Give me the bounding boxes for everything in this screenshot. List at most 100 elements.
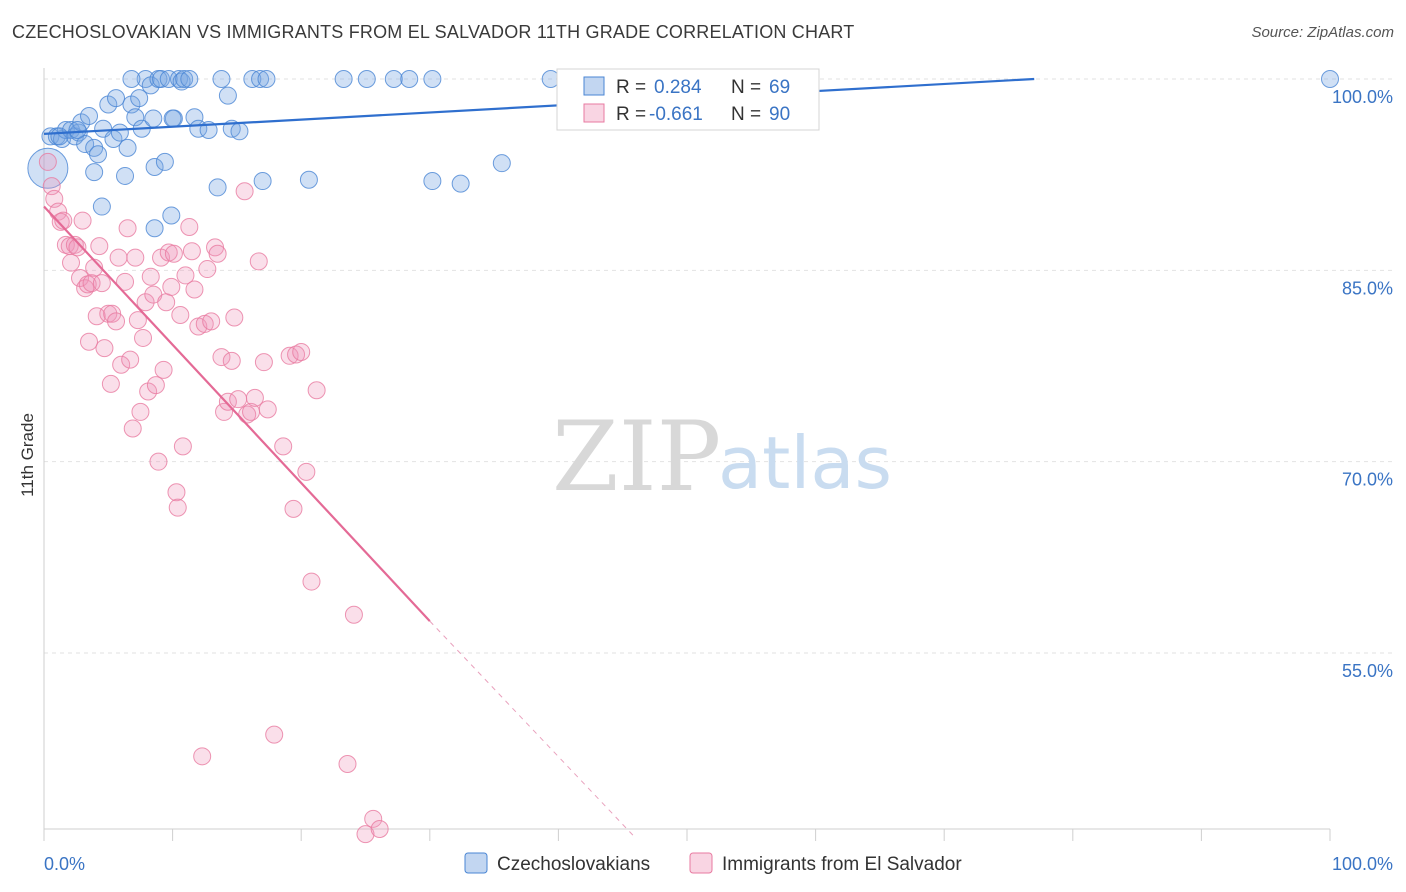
czechoslovakian-point-62: [1321, 70, 1339, 88]
watermark-atlas: atlas: [718, 421, 892, 505]
grid-lines: [44, 78, 1393, 654]
stats-swatch-czechoslovakians: [583, 76, 605, 96]
trend-line-ext-1: [429, 620, 636, 839]
czechoslovakian-point-55: [400, 70, 419, 88]
czechoslovakian-point-15: [99, 95, 118, 114]
el-salvador-point-77: [274, 437, 293, 456]
el-salvador-point-74: [254, 353, 273, 372]
legend-swatch-czechoslovakians[interactable]: [464, 852, 488, 874]
czechoslovakian-point-43: [212, 70, 231, 88]
y-tick-label-0: 100.0%: [1332, 87, 1393, 107]
el-salvador-point-59: [198, 260, 217, 279]
stats-box: R = 0.284 N = 69 R = -0.661 N = 90: [556, 68, 820, 131]
el-salvador-point-54: [182, 242, 201, 261]
czechoslovakian-point-18: [110, 123, 129, 142]
y-tick-label-3: 55.0%: [1342, 661, 1393, 681]
el-salvador-point-15: [80, 332, 99, 351]
stats-swatch-el-salvador: [583, 103, 605, 123]
czechoslovakian-point-10: [80, 106, 99, 125]
el-salvador-point-43: [154, 360, 173, 379]
czechoslovakian-point-67: [50, 127, 69, 146]
el-salvador-point-25: [107, 312, 126, 331]
el-salvador-point-49: [168, 498, 187, 517]
el-salvador-point-64: [215, 402, 234, 421]
x-tick-label-right: 100.0%: [1332, 854, 1393, 874]
el-salvador-point-46: [162, 277, 181, 296]
el-salvador-point-88: [364, 809, 383, 828]
el-salvador-point-65: [218, 392, 237, 411]
czechoslovakian-point-30: [152, 70, 171, 88]
series-points-1: [38, 152, 389, 844]
el-salvador-point-10: [68, 238, 87, 257]
trend-lines: [43, 77, 1035, 839]
el-salvador-point-52: [176, 266, 195, 285]
czechoslovakian-point-57: [423, 172, 442, 191]
el-salvador-point-78: [280, 346, 299, 365]
el-salvador-point-80: [287, 345, 306, 364]
czechoslovakian-point-22: [126, 108, 145, 127]
el-salvador-point-85: [338, 754, 357, 773]
el-salvador-point-9: [65, 235, 84, 254]
el-salvador-point-8: [62, 253, 81, 272]
el-salvador-point-22: [99, 304, 118, 323]
legend-swatch-el-salvador[interactable]: [689, 852, 713, 874]
czechoslovakian-point-0: [27, 147, 69, 189]
czechoslovakian-point-19: [116, 166, 135, 185]
el-salvador-point-31: [123, 419, 142, 438]
el-salvador-point-27: [112, 355, 131, 374]
stats-r-label-el-salvador: R =: [616, 104, 646, 125]
y-tick-label-1: 85.0%: [1342, 278, 1393, 298]
el-salvador-point-5: [54, 211, 73, 230]
czechoslovakian-point-56: [423, 70, 442, 88]
el-salvador-point-0: [38, 152, 57, 171]
el-salvador-point-23: [101, 374, 120, 393]
czechoslovakian-point-54: [384, 70, 403, 88]
el-salvador-point-44: [157, 293, 176, 312]
czechoslovakian-point-46: [230, 122, 249, 141]
el-salvador-point-19: [90, 237, 109, 256]
el-salvador-point-50: [171, 305, 190, 324]
czechoslovakian-point-38: [180, 70, 199, 88]
czechoslovakian-point-47: [243, 70, 262, 88]
trend-line-0: [43, 77, 1035, 135]
el-salvador-point-86: [344, 605, 363, 624]
el-salvador-point-12: [73, 211, 92, 230]
czechoslovakian-point-17: [107, 89, 126, 108]
x-tick-label-left: 0.0%: [44, 854, 85, 874]
stats-r-value-czechoslovakians: 0.284: [654, 77, 702, 98]
el-salvador-point-40: [146, 376, 165, 395]
el-salvador-point-73: [249, 252, 268, 271]
el-salvador-point-28: [116, 272, 135, 291]
legend-label-czechoslovakians[interactable]: Czechoslovakians: [497, 854, 650, 875]
el-salvador-point-38: [141, 267, 160, 286]
el-salvador-point-33: [128, 311, 147, 330]
czechoslovakian-point-9: [76, 135, 95, 154]
watermark-zip: ZIP: [552, 401, 721, 513]
x-ticks: [43, 829, 1331, 841]
el-salvador-point-48: [167, 483, 186, 502]
el-salvador-point-36: [136, 293, 155, 312]
czechoslovakian-point-12: [85, 163, 104, 182]
czechoslovakian-point-1: [41, 127, 60, 146]
el-salvador-point-32: [126, 248, 145, 267]
legend-label-el-salvador[interactable]: Immigrants from El Salvador: [722, 854, 962, 875]
trend-line-1: [43, 205, 431, 622]
stats-box-frame: [556, 68, 820, 131]
chart-title: CZECHOSLOVAKIAN VS IMMIGRANTS FROM EL SA…: [12, 22, 855, 42]
el-salvador-point-16: [82, 274, 101, 293]
el-salvador-point-68: [229, 390, 248, 409]
el-salvador-point-87: [356, 825, 375, 844]
el-salvador-point-55: [185, 280, 204, 299]
el-salvador-point-41: [149, 452, 168, 471]
watermark: ZIP atlas: [552, 401, 892, 513]
y-tick-label-2: 70.0%: [1342, 470, 1393, 490]
czechoslovakian-point-49: [253, 172, 272, 191]
data-points: [27, 70, 1339, 844]
czechoslovakian-point-27: [144, 109, 163, 128]
czechoslovakian-point-50: [257, 70, 276, 88]
el-salvador-point-34: [131, 402, 150, 421]
czechoslovakian-point-58: [451, 174, 470, 193]
czechoslovakian-point-59: [492, 154, 511, 173]
y-tick-labels: 100.0% 85.0% 70.0% 55.0%: [1332, 87, 1393, 681]
